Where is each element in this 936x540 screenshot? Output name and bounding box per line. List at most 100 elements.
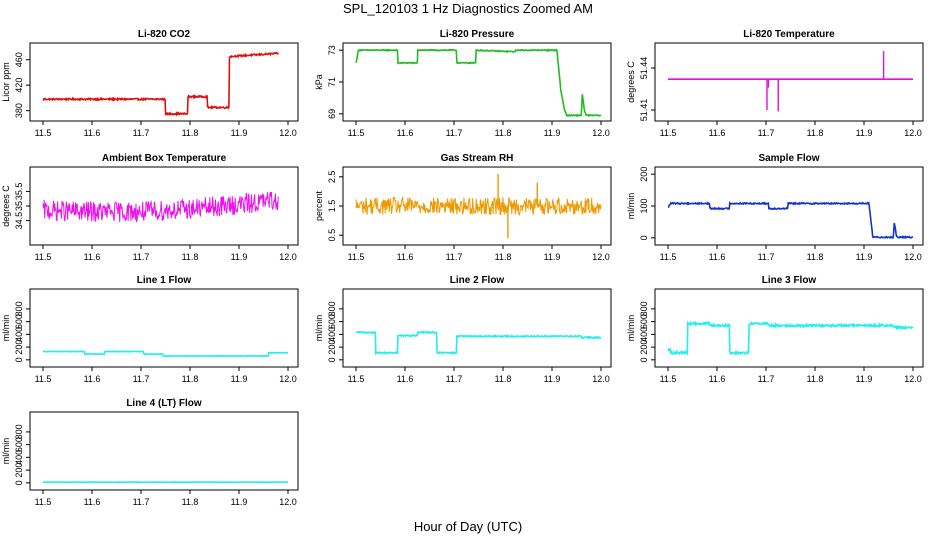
y-tick-label: 800 — [14, 424, 24, 439]
panel-line4: Line 4 (LT) Flow ml/min 11.5 11.6 11.7 11.8 11… — [1, 398, 299, 507]
y-tick-label: 0 — [14, 480, 24, 485]
plot-frame-temperature — [654, 42, 924, 122]
plot-frame-pressure — [342, 42, 612, 122]
plot-frame-line2 — [342, 288, 612, 368]
y-tick-label: 400 — [327, 327, 337, 342]
x-tick-label: 11.6 — [84, 497, 101, 507]
x-tick-label: 11.5 — [348, 252, 365, 262]
x-tick-label: 11.8 — [495, 374, 512, 384]
y-tick-label: 600 — [327, 314, 337, 329]
x-tick-label: 11.8 — [495, 252, 512, 262]
series-line-line1-0 — [43, 350, 289, 358]
series-line-pressure-0 — [355, 48, 602, 118]
x-tick-label: 11.5 — [35, 252, 52, 262]
x-tick-label: 12.0 — [904, 374, 922, 384]
y-tick-label: 100 — [639, 198, 649, 213]
y-tick-label: 400 — [14, 327, 24, 342]
panel-title-temperature: Li-820 Temperature — [743, 29, 835, 40]
y-tick-label: 0 — [14, 357, 24, 362]
y-axis-label-line4: ml/min — [1, 438, 11, 465]
series-line-ambient-0 — [42, 191, 279, 223]
x-tick-label: 11.7 — [446, 128, 463, 138]
x-tick-label: 11.9 — [231, 497, 248, 507]
x-tick-label: 11.6 — [397, 128, 414, 138]
y-tick-label: 800 — [327, 301, 337, 316]
y-tick-label: 73 — [327, 45, 337, 55]
x-tick-label: 11.9 — [231, 374, 248, 384]
y-tick-label: 460 — [14, 52, 24, 67]
panel-title-co2: Li-820 CO2 — [138, 29, 191, 40]
series-line-sampleflow-0 — [667, 201, 913, 240]
x-tick-label: 11.5 — [348, 128, 365, 138]
panel-title-pressure: Li-820 Pressure — [440, 29, 515, 40]
y-tick-label: 380 — [14, 103, 24, 118]
y-axis-label-rh: percent — [314, 190, 324, 221]
x-tick-label: 12.0 — [592, 252, 610, 262]
y-tick-label: 200 — [639, 167, 649, 182]
y-tick-label: 51.41 — [639, 99, 649, 122]
plot-frame-co2 — [29, 42, 299, 122]
x-tick-label: 11.8 — [807, 374, 824, 384]
plot-frame-line4 — [29, 411, 299, 491]
y-tick-label: 200 — [327, 340, 337, 355]
y-axis-label-co2: Licor ppm — [1, 62, 11, 102]
x-tick-label: 11.6 — [84, 128, 101, 138]
series-line-line2-0 — [355, 330, 602, 356]
x-tick-label: 11.7 — [133, 128, 150, 138]
x-tick-label: 11.9 — [544, 374, 561, 384]
y-tick-label: 0 — [639, 357, 649, 362]
x-tick-label: 11.6 — [397, 374, 414, 384]
x-tick-label: 11.6 — [84, 252, 101, 262]
y-tick-label: 2.5 — [327, 171, 337, 184]
x-tick-label: 11.9 — [856, 252, 873, 262]
x-tick-label: 11.8 — [182, 128, 199, 138]
y-tick-label: 200 — [14, 340, 24, 355]
y-tick-label: 200 — [14, 463, 24, 478]
panel-ambient: Ambient Box Temperature degrees C 11.5 11.6… — [1, 153, 299, 262]
x-tick-label: 11.5 — [348, 374, 365, 384]
y-tick-label: 35 — [14, 201, 24, 211]
x-tick-label: 11.8 — [182, 374, 199, 384]
panel-title-rh: Gas Stream RH — [441, 153, 514, 164]
panel-sampleflow: Sample Flow ml/min 11.5 11.6 11.7 11.8 11.9 12.… — [626, 153, 924, 262]
x-tick-label: 12.0 — [279, 128, 297, 138]
y-axis-label-ambient: degrees C — [1, 185, 11, 227]
x-tick-label: 11.5 — [660, 128, 677, 138]
y-tick-label: 34.5 — [14, 212, 24, 230]
plot-frame-line3 — [654, 288, 924, 368]
y-tick-label: 600 — [639, 314, 649, 329]
x-tick-label: 11.9 — [544, 252, 561, 262]
y-axis-label-line2: ml/min — [314, 315, 324, 342]
x-tick-label: 11.9 — [231, 252, 248, 262]
panel-co2: Li-820 CO2 Licor ppm 11.5 11.6 11.7 11.8 11.9 1… — [1, 29, 299, 138]
x-tick-label: 11.9 — [856, 374, 873, 384]
y-tick-label: 600 — [14, 437, 24, 452]
y-tick-label: 420 — [14, 78, 24, 93]
x-tick-label: 12.0 — [279, 252, 297, 262]
x-tick-label: 11.5 — [660, 374, 677, 384]
plot-frame-line1 — [29, 288, 299, 368]
x-tick-label: 12.0 — [592, 374, 610, 384]
x-tick-label: 11.7 — [446, 252, 463, 262]
x-tick-label: 11.7 — [446, 374, 463, 384]
y-tick-label: 0.5 — [327, 229, 337, 242]
x-tick-label: 11.8 — [495, 128, 512, 138]
series-line-rh-0 — [355, 195, 602, 216]
y-tick-label: 800 — [14, 301, 24, 316]
panel-line3: Line 3 Flow ml/min 11.5 11.6 11.7 11.8 11.9 12.… — [626, 275, 924, 384]
y-tick-label: 0 — [327, 357, 337, 362]
y-axis-label-pressure: kPa — [314, 74, 324, 90]
panel-line2: Line 2 Flow ml/min 11.5 11.6 11.7 11.8 11.9 12.… — [314, 275, 612, 384]
panel-rh: Gas Stream RH percent 11.5 11.6 11.7 11.8 11.9… — [314, 153, 612, 262]
x-tick-label: 11.7 — [758, 128, 775, 138]
y-tick-label: 35.5 — [14, 183, 24, 201]
panel-pressure: Li-820 Pressure kPa 11.5 11.6 11.7 11.8 11.9 12… — [314, 29, 612, 138]
x-tick-label: 11.5 — [35, 128, 52, 138]
x-tick-label: 11.6 — [709, 252, 726, 262]
panel-title-line1: Line 1 Flow — [137, 275, 192, 286]
x-tick-label: 11.8 — [807, 252, 824, 262]
series-line-co2-0 — [42, 51, 279, 117]
x-tick-label: 11.6 — [709, 128, 726, 138]
figure-title: SPL_120103 1 Hz Diagnostics Zoomed AM — [343, 1, 593, 16]
